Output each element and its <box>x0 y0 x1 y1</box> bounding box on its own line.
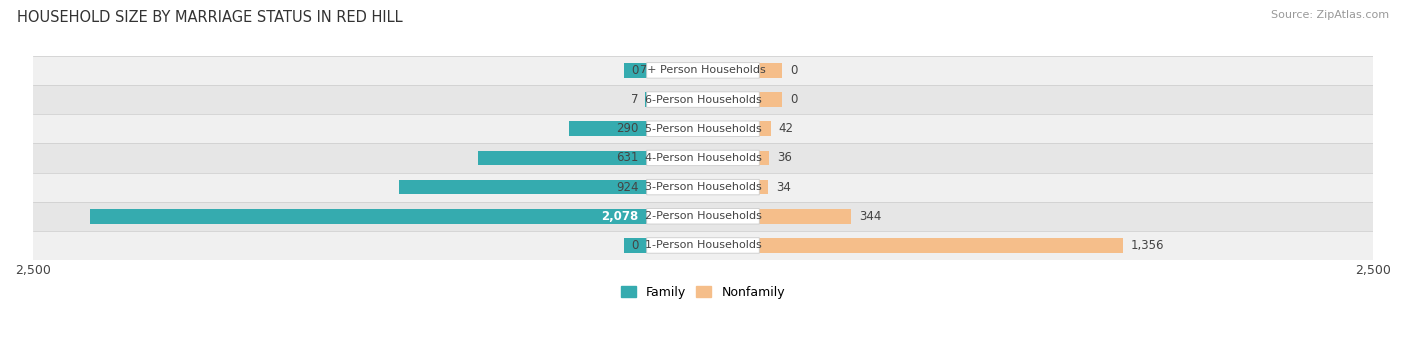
FancyBboxPatch shape <box>647 180 759 195</box>
Text: 5-Person Households: 5-Person Households <box>644 124 762 134</box>
Text: 0: 0 <box>790 64 797 77</box>
Text: 34: 34 <box>776 181 792 193</box>
Bar <box>32 143 1374 172</box>
FancyBboxPatch shape <box>647 63 759 78</box>
Text: 7: 7 <box>631 93 638 106</box>
Bar <box>759 151 769 165</box>
Text: 4-Person Households: 4-Person Households <box>644 153 762 163</box>
Legend: Family, Nonfamily: Family, Nonfamily <box>621 286 785 299</box>
Bar <box>32 172 1374 202</box>
Text: 36: 36 <box>778 151 792 165</box>
FancyBboxPatch shape <box>647 208 759 224</box>
FancyBboxPatch shape <box>647 238 759 253</box>
Bar <box>478 151 647 165</box>
Bar <box>399 180 647 194</box>
Text: 2,078: 2,078 <box>602 210 638 223</box>
Bar <box>32 56 1374 85</box>
Bar <box>32 114 1374 143</box>
Text: 0: 0 <box>631 239 638 252</box>
Text: 924: 924 <box>616 181 638 193</box>
Text: 7+ Person Households: 7+ Person Households <box>640 65 766 75</box>
Text: HOUSEHOLD SIZE BY MARRIAGE STATUS IN RED HILL: HOUSEHOLD SIZE BY MARRIAGE STATUS IN RED… <box>17 10 402 25</box>
Bar <box>645 92 647 107</box>
Bar <box>759 63 782 78</box>
Text: 290: 290 <box>616 122 638 135</box>
Text: 344: 344 <box>859 210 882 223</box>
Bar <box>624 63 647 78</box>
FancyBboxPatch shape <box>647 92 759 107</box>
Text: 3-Person Households: 3-Person Households <box>644 182 762 192</box>
Text: Source: ZipAtlas.com: Source: ZipAtlas.com <box>1271 10 1389 20</box>
Bar <box>759 180 769 194</box>
FancyBboxPatch shape <box>647 150 759 166</box>
Bar <box>759 121 770 136</box>
Bar <box>32 202 1374 231</box>
Text: 1,356: 1,356 <box>1130 239 1164 252</box>
Bar <box>90 209 647 224</box>
Text: 1-Person Households: 1-Person Households <box>644 240 762 251</box>
Text: 0: 0 <box>631 64 638 77</box>
Text: 2-Person Households: 2-Person Households <box>644 211 762 221</box>
Text: 0: 0 <box>790 93 797 106</box>
Bar <box>32 231 1374 260</box>
Bar <box>759 238 1123 253</box>
Text: 631: 631 <box>616 151 638 165</box>
Text: 6-Person Households: 6-Person Households <box>644 95 762 105</box>
Bar <box>759 92 782 107</box>
Bar <box>569 121 647 136</box>
Text: 42: 42 <box>779 122 793 135</box>
Bar <box>624 238 647 253</box>
FancyBboxPatch shape <box>647 121 759 136</box>
Bar <box>32 85 1374 114</box>
Bar <box>759 209 852 224</box>
